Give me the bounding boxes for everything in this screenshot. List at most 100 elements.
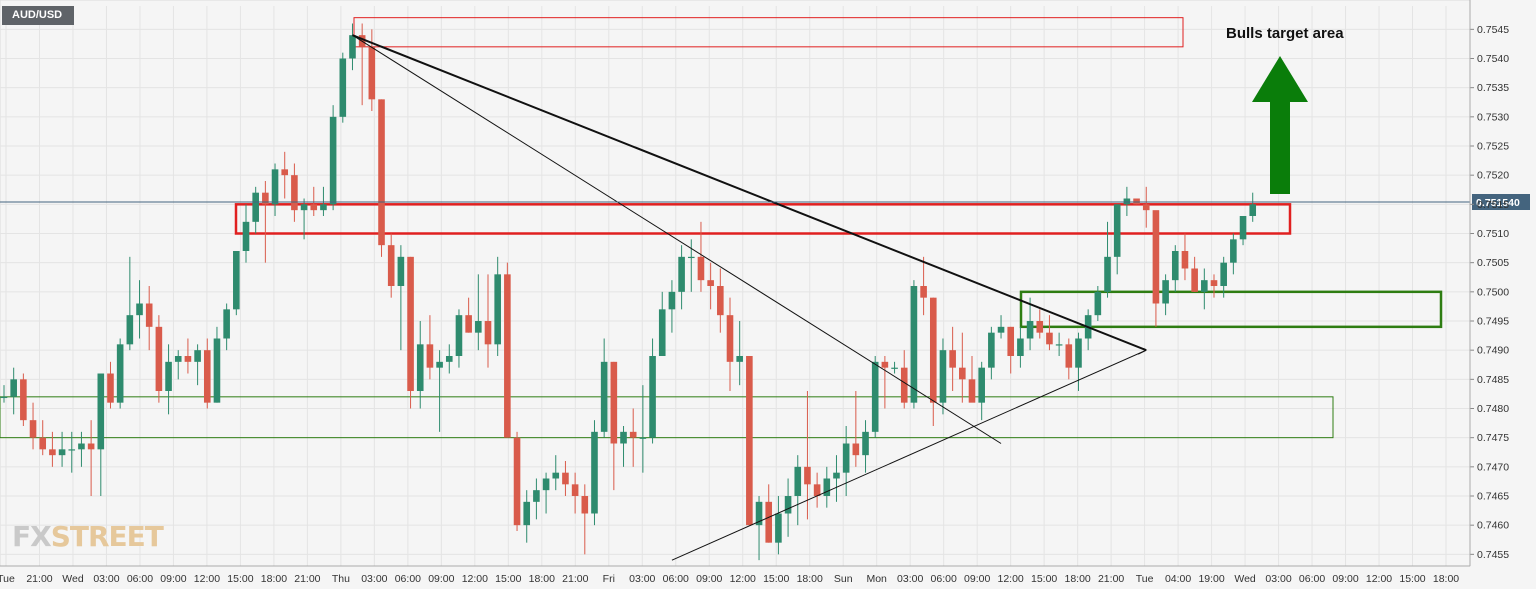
x-tick-label: 06:00 <box>931 573 957 585</box>
candle-up <box>639 437 647 439</box>
candle-up <box>494 274 501 345</box>
x-tick-label: 06:00 <box>395 573 421 585</box>
candle-down <box>1065 344 1073 368</box>
candle-up <box>213 338 221 403</box>
y-tick-label: 0.7465 <box>1477 491 1509 503</box>
current-price-label: 0.751540 <box>1476 197 1520 209</box>
candle-up <box>842 443 850 473</box>
candle-down <box>465 315 472 333</box>
y-tick-label: 0.7525 <box>1477 141 1509 153</box>
y-tick-label: 0.7480 <box>1477 403 1509 415</box>
current-price-line: 0.751540 <box>0 194 1530 210</box>
x-tick-label: 15:00 <box>227 573 253 585</box>
x-tick-label: Tue <box>1136 573 1154 585</box>
x-tick-label: 18:00 <box>261 573 287 585</box>
candle-up <box>252 192 259 222</box>
x-tick-label: 18:00 <box>1433 573 1459 585</box>
candle-up <box>320 204 327 211</box>
candle-up <box>988 332 995 368</box>
x-tick-label: 09:00 <box>1332 573 1358 585</box>
x-tick-label: Fri <box>603 573 615 585</box>
candle-down <box>281 169 289 176</box>
candle-down <box>581 496 589 514</box>
candle-up <box>600 361 608 432</box>
candle-up <box>1094 291 1102 316</box>
candle-down <box>610 361 618 444</box>
candle-up <box>58 449 66 456</box>
x-tick-label: 03:00 <box>93 573 119 585</box>
x-tick-label: Wed <box>62 573 84 585</box>
candle-down <box>407 256 414 391</box>
candle-up <box>1017 338 1024 356</box>
x-tick-label: 06:00 <box>127 573 153 585</box>
candle-up <box>1201 280 1208 292</box>
candle-up <box>1055 344 1063 346</box>
candle-up <box>126 315 134 345</box>
candle-up <box>687 256 695 259</box>
candle-up <box>1026 321 1034 339</box>
candle-down <box>1007 326 1015 356</box>
x-tick-label: 03:00 <box>1265 573 1291 585</box>
candle-down <box>1152 210 1160 304</box>
x-tick-label: Sun <box>834 573 853 585</box>
candle-up <box>397 256 405 286</box>
candle-up <box>0 396 8 399</box>
x-tick-label: 12:00 <box>194 573 220 585</box>
candle-up <box>658 309 666 356</box>
x-tick-label: 15:00 <box>495 573 521 585</box>
candle-up <box>1230 239 1237 263</box>
candle-up <box>1249 204 1257 216</box>
candle-down <box>291 175 298 211</box>
y-tick-label: 0.7490 <box>1477 345 1509 357</box>
x-tick-label: 09:00 <box>428 573 454 585</box>
y-tick-label: 0.7475 <box>1477 432 1509 444</box>
candle-down <box>900 367 908 403</box>
y-tick-label: 0.7545 <box>1477 24 1509 36</box>
candle-up <box>194 350 201 362</box>
x-tick-label: 21:00 <box>1098 573 1124 585</box>
arrow-shaft <box>1270 102 1290 194</box>
trendline <box>671 349 1147 561</box>
candle-down <box>184 356 192 362</box>
candle-up <box>223 309 230 339</box>
candle-up <box>823 478 831 496</box>
candle-down <box>629 431 637 438</box>
y-tick-label: 0.7485 <box>1477 374 1509 386</box>
grid <box>0 0 1471 567</box>
x-tick-label: 12:00 <box>730 573 756 585</box>
candle-down <box>920 286 927 298</box>
y-tick-label: 0.7505 <box>1477 257 1509 269</box>
y-tick-label: 0.7540 <box>1477 53 1509 65</box>
x-tick-label: 09:00 <box>696 573 722 585</box>
candle-up <box>242 221 250 251</box>
y-tick-label: 0.7520 <box>1477 170 1509 182</box>
target-annotation: Bulls target area <box>1226 25 1344 42</box>
candle-up <box>533 490 540 502</box>
y-tick-label: 0.7470 <box>1477 461 1509 473</box>
candle-up <box>339 58 347 117</box>
candle-down <box>87 443 95 450</box>
candle-up <box>862 431 869 456</box>
y-tick-label: 0.7535 <box>1477 82 1509 94</box>
candle-up <box>136 303 143 316</box>
x-tick-label: 21:00 <box>26 573 52 585</box>
candle-up <box>475 321 482 333</box>
candle-down <box>697 256 705 281</box>
candle-down <box>1210 280 1218 286</box>
candle-down <box>20 379 27 421</box>
green-zone <box>0 396 1334 439</box>
candle-up <box>1123 198 1131 205</box>
candle-down <box>155 326 163 391</box>
x-tick-label: 04:00 <box>1165 573 1191 585</box>
x-tick-label: 12:00 <box>998 573 1024 585</box>
x-tick-label: 12:00 <box>462 573 488 585</box>
candle-down <box>929 297 937 403</box>
candle-down <box>1191 268 1198 292</box>
candle-up <box>436 361 443 368</box>
y-tick-label: 0.7530 <box>1477 111 1509 123</box>
zones <box>0 17 1443 439</box>
candle-down <box>504 274 511 438</box>
x-tick-label: Wed <box>1234 573 1256 585</box>
candle-down <box>262 192 269 205</box>
